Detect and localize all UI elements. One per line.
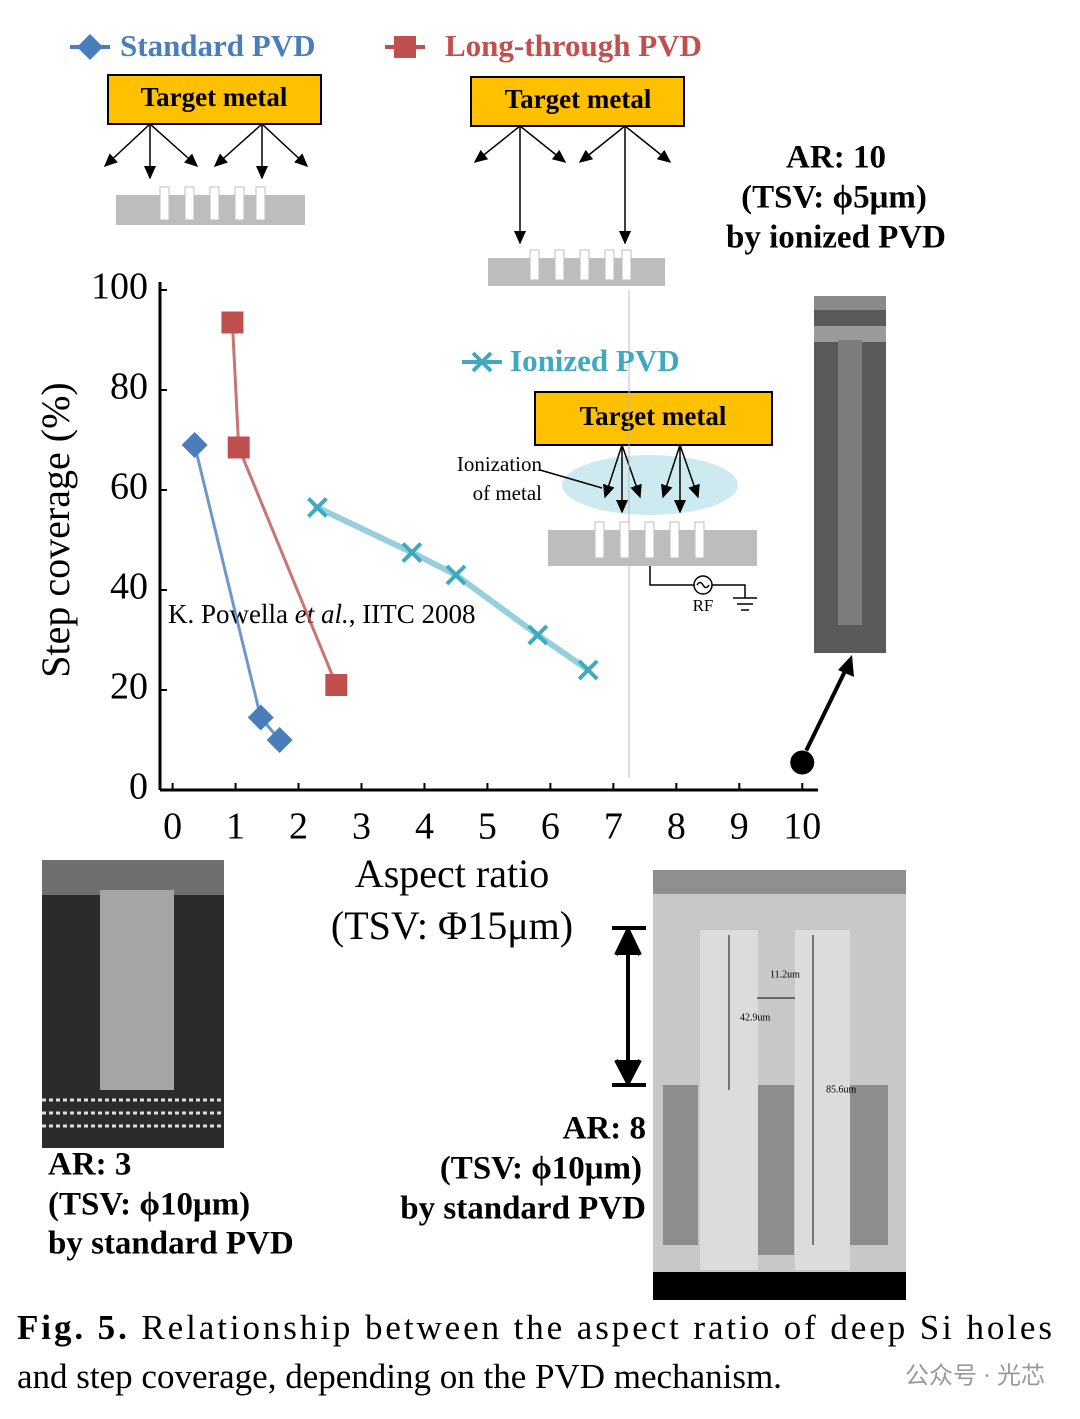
target-label: Target metal bbox=[141, 82, 288, 112]
x-tick-label: 3 bbox=[352, 806, 371, 848]
x-tick-label: 9 bbox=[730, 806, 749, 848]
point bbox=[307, 497, 328, 518]
y-tick-label: 20 bbox=[110, 666, 148, 708]
sample-label: AR: 10 bbox=[786, 140, 886, 176]
y-axis-label: Step coverage (%) bbox=[33, 382, 78, 677]
point bbox=[471, 351, 493, 373]
citation-part: , IITC 2008 bbox=[349, 599, 476, 629]
sample-label: by ionized PVD bbox=[726, 220, 946, 256]
x-tick-label: 7 bbox=[604, 806, 623, 848]
diagram-long-through: Target metal bbox=[470, 76, 685, 286]
y-tick-label: 80 bbox=[110, 366, 148, 408]
diagram-standard: Target metal bbox=[103, 74, 322, 225]
measure-label: 85.6um bbox=[826, 1084, 857, 1095]
caption-text: Relationship between the aspect ratio of… bbox=[141, 1308, 1052, 1347]
x-tick-label: 0 bbox=[163, 806, 182, 848]
measure-label: 42.9um bbox=[740, 1012, 771, 1023]
caption-text: and step coverage, depending on the PVD … bbox=[17, 1357, 782, 1396]
legend-label: Ionized PVD bbox=[510, 343, 680, 378]
point bbox=[445, 564, 467, 586]
x-tick-label: 8 bbox=[667, 806, 686, 848]
point bbox=[577, 659, 599, 681]
pointer-arrow bbox=[804, 664, 850, 752]
point bbox=[181, 432, 208, 458]
x-tick-label: 10 bbox=[783, 806, 821, 848]
chart: 0 20 40 60 80 100 0 1 2 3 4 5 6 7 8 9 10 Step coverage (%… bbox=[33, 28, 854, 948]
point bbox=[77, 34, 103, 60]
sample-label: by standard PVD bbox=[48, 1226, 294, 1262]
point bbox=[227, 436, 250, 459]
target-label: Target metal bbox=[580, 401, 727, 431]
x-tick-label: 2 bbox=[289, 806, 308, 848]
sample-label: AR: 8 bbox=[563, 1111, 646, 1147]
y-tick-label: 100 bbox=[91, 266, 148, 308]
point bbox=[247, 704, 274, 731]
point bbox=[790, 750, 815, 775]
diagram-ionized: Target metal RF Ionization of metal bbox=[457, 391, 773, 615]
target-label: Target metal bbox=[505, 84, 652, 114]
rf-label: RF bbox=[693, 596, 714, 615]
point bbox=[527, 624, 549, 646]
sem-ar10 bbox=[814, 296, 886, 653]
watermark: 公众号 · 光芯 bbox=[905, 1363, 1045, 1390]
x-tick-label: 6 bbox=[541, 806, 560, 848]
x-axis-label: (TSV: Φ15μm) bbox=[331, 903, 573, 948]
x-tick-label: 5 bbox=[478, 806, 497, 848]
series-line bbox=[316, 504, 590, 673]
y-tick-label: 0 bbox=[129, 766, 148, 808]
pointer-arrow-head bbox=[838, 655, 854, 677]
point bbox=[325, 674, 348, 696]
ionization-label: Ionization bbox=[457, 452, 543, 476]
sample-label: (TSV: ϕ10μm) bbox=[440, 1151, 642, 1187]
point bbox=[394, 36, 416, 58]
sample-label: by standard PVD bbox=[400, 1191, 646, 1227]
caption-label: Fig. 5. bbox=[17, 1308, 127, 1347]
sem-ar8: 11.2um 42.9um 85.6um bbox=[653, 870, 906, 1300]
ar8-arrow bbox=[612, 925, 646, 1088]
legend-label: Standard PVD bbox=[120, 28, 316, 63]
x-tick-label: 4 bbox=[415, 806, 434, 848]
sample-label: (TSV: ϕ5μm) bbox=[741, 180, 927, 216]
x-axis-label: Aspect ratio bbox=[355, 851, 549, 896]
x-tick-label: 1 bbox=[226, 806, 245, 848]
y-tick-label: 60 bbox=[110, 466, 148, 508]
sample-label: AR: 3 bbox=[48, 1147, 131, 1183]
measure-label: 11.2um bbox=[770, 969, 800, 980]
point bbox=[221, 311, 244, 334]
ionization-label: of metal bbox=[473, 481, 543, 505]
citation: K. Powella et al., IITC 2008 bbox=[168, 599, 475, 629]
legend-label: Long-through PVD bbox=[445, 28, 702, 63]
caption: Fig. 5. Relationship between the aspect … bbox=[17, 1308, 1052, 1347]
point bbox=[266, 727, 293, 753]
y-tick-label: 40 bbox=[110, 566, 148, 608]
series-line bbox=[193, 444, 281, 741]
sem-ar3 bbox=[42, 860, 224, 1148]
point bbox=[401, 542, 423, 563]
citation-part: K. Powella bbox=[168, 599, 295, 629]
sample-label: (TSV: ϕ10μm) bbox=[48, 1187, 250, 1223]
